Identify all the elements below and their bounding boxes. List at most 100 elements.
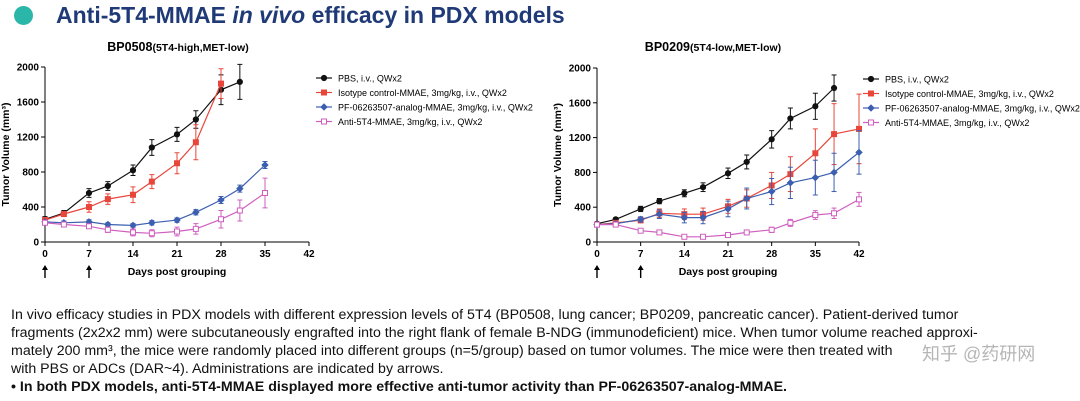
legend-label: Anti-5T4-MMAE, 3mg/kg, i.v., QWx2 bbox=[885, 118, 1029, 128]
legend-marker bbox=[321, 89, 327, 96]
dosing-arrowhead bbox=[42, 265, 48, 270]
data-point bbox=[855, 148, 863, 157]
watermark: 知乎 @药研网 bbox=[922, 344, 1036, 364]
y-tick-label: 1600 bbox=[569, 98, 592, 109]
x-tick-label: 28 bbox=[766, 249, 778, 260]
dosing-arrowhead bbox=[594, 265, 600, 270]
series-line bbox=[44, 164, 266, 227]
data-point bbox=[86, 223, 92, 230]
title-part-1: Anti-5T4-MMAE bbox=[56, 2, 233, 28]
caption-line: mately 200 mm³, the mice were randomly p… bbox=[11, 343, 893, 359]
data-point bbox=[192, 116, 199, 123]
dosing-arrowhead bbox=[86, 265, 92, 270]
data-point bbox=[85, 189, 93, 197]
y-tick-label: 400 bbox=[22, 203, 39, 214]
chart-title-main: BP0508 bbox=[107, 40, 152, 54]
y-axis-label: Tumor Volume (mm³) bbox=[552, 103, 564, 207]
data-point bbox=[812, 212, 819, 219]
data-point bbox=[655, 210, 664, 218]
series-1 bbox=[42, 68, 224, 224]
chart-title-main: BP0209 bbox=[645, 40, 690, 54]
data-point bbox=[812, 103, 819, 110]
chart-title-sub: (5T4-high,MET-low) bbox=[152, 42, 248, 54]
data-point bbox=[173, 131, 181, 138]
series-0 bbox=[41, 63, 243, 223]
data-point bbox=[173, 216, 181, 224]
legend-label: PBS, i.v., QWx2 bbox=[885, 75, 949, 85]
data-point bbox=[743, 158, 750, 166]
data-point bbox=[767, 187, 776, 196]
data-point bbox=[217, 196, 225, 204]
data-point bbox=[787, 115, 794, 122]
data-point bbox=[787, 219, 794, 226]
data-point bbox=[148, 178, 155, 185]
data-point bbox=[192, 225, 199, 232]
title-italic: in vivo bbox=[232, 2, 306, 28]
data-point bbox=[637, 227, 644, 234]
x-tick-label: 7 bbox=[638, 249, 644, 260]
data-point bbox=[725, 232, 731, 239]
legend-marker bbox=[321, 118, 327, 125]
data-point bbox=[681, 190, 688, 197]
data-point bbox=[236, 78, 243, 85]
data-point bbox=[148, 219, 156, 227]
data-point bbox=[743, 229, 750, 236]
caption-line: fragments (2x2x2 mm) were subcutaneously… bbox=[11, 325, 978, 341]
y-tick-label: 1200 bbox=[569, 133, 592, 144]
data-point bbox=[830, 84, 838, 92]
data-point bbox=[104, 226, 111, 233]
chart-title-sub: (5T4-low,MET-low) bbox=[690, 42, 781, 54]
legend-marker bbox=[867, 104, 875, 112]
caption-conclusion: • In both PDX models, anti-5T4-MMAE disp… bbox=[11, 379, 787, 395]
data-point bbox=[811, 173, 820, 182]
data-point bbox=[786, 179, 795, 187]
legend-marker bbox=[320, 74, 328, 82]
data-point bbox=[104, 182, 111, 190]
data-point bbox=[60, 221, 67, 228]
x-tick-label: 21 bbox=[171, 249, 183, 260]
data-point bbox=[104, 196, 111, 203]
data-point bbox=[262, 190, 268, 196]
data-point bbox=[594, 221, 600, 228]
data-point bbox=[86, 204, 92, 210]
x-tick-label: 42 bbox=[303, 249, 315, 260]
y-tick-label: 0 bbox=[33, 238, 39, 249]
data-point bbox=[681, 233, 688, 240]
x-tick-label: 42 bbox=[853, 249, 865, 260]
dosing-arrowhead bbox=[637, 265, 644, 270]
x-tick-label: 14 bbox=[127, 249, 139, 260]
caption-line: In vivo efficacy studies in PDX models w… bbox=[11, 307, 959, 323]
legend-marker bbox=[867, 75, 875, 83]
chart-title: BP0508(5T4-high,MET-low) bbox=[107, 40, 248, 54]
teal-bullet-dot bbox=[14, 6, 33, 25]
series-line bbox=[44, 81, 241, 220]
data-point bbox=[768, 226, 775, 233]
slide-header: Anti-5T4-MMAE in vivo efficacy in PDX mo… bbox=[0, 0, 1080, 36]
figure-caption: In vivo efficacy studies in PDX models w… bbox=[11, 306, 1071, 396]
data-point bbox=[218, 216, 224, 223]
x-tick-label: 0 bbox=[594, 249, 600, 260]
chart-bp0209: BP0209(5T4-low,MET-low) 0 400 800 1200 1600 20… bbox=[552, 40, 1080, 278]
chart-bp0508: BP0508(5T4-high,MET-low) 0 400 800 1200 1600 2… bbox=[0, 40, 533, 278]
data-point bbox=[699, 213, 707, 222]
x-tick-label: 35 bbox=[810, 249, 822, 260]
data-point bbox=[656, 229, 663, 236]
title-part-2: efficacy in PDX models bbox=[305, 2, 565, 28]
legend-label: Anti-5T4-MMAE, 3mg/kg, i.v., QWx2 bbox=[338, 117, 482, 127]
data-point bbox=[768, 136, 775, 143]
data-point bbox=[831, 131, 838, 138]
data-point bbox=[724, 170, 732, 177]
y-tick-label: 800 bbox=[22, 168, 39, 179]
data-point bbox=[192, 208, 200, 216]
data-point bbox=[812, 150, 819, 157]
data-point bbox=[612, 221, 619, 228]
x-tick-label: 14 bbox=[679, 249, 691, 260]
caption-line: with PBS or ADCs (DAR~4). Administration… bbox=[11, 361, 444, 377]
x-tick-label: 28 bbox=[215, 249, 227, 260]
series-line bbox=[596, 87, 835, 225]
y-tick-label: 1600 bbox=[17, 98, 40, 109]
y-tick-label: 800 bbox=[574, 168, 591, 179]
data-point bbox=[637, 205, 644, 213]
data-point bbox=[700, 233, 707, 240]
data-point bbox=[148, 230, 155, 237]
